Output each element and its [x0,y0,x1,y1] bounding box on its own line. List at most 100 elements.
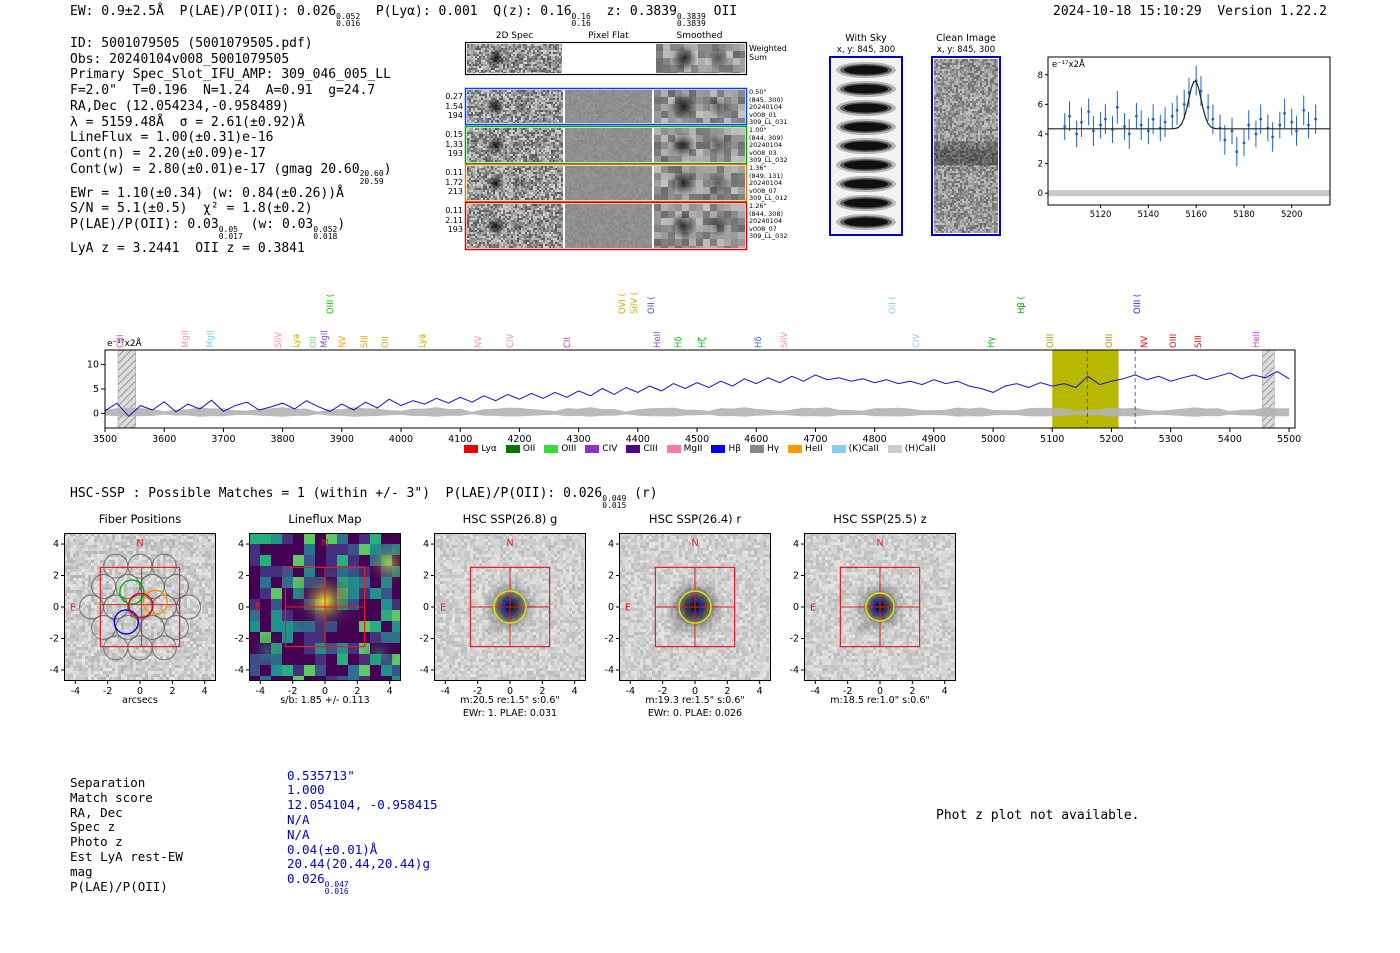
legend-label: Hβ [728,444,741,454]
fiber-info-label: 1.26" (844, 308) 20240104 v008_07 309_LL_032 [749,203,797,241]
data-point [1063,125,1066,128]
text-segment: λ = 5159.48Å σ = 2.61(±0.92)Å [70,115,305,130]
info-line: Obs: 20240104v008_5001079505 [70,52,392,68]
selected-fiber-circle [143,590,167,614]
fiber-circle [152,595,176,619]
text-segment: 12.054104, -0.958415 [287,797,438,812]
data-point [1259,118,1262,121]
legend-swatch [464,445,478,453]
fiber-weight-line: 194 [420,111,463,121]
inset-units-annotation: e⁻¹⁷x2Å [1052,58,1085,70]
info-line: Cont(w) = 2.80(±0.01)e-17 (gmag 20.60 20.… [70,162,392,186]
inset-x-tick-label: 5180 [1233,210,1255,220]
text-segment: 0.026 [287,871,325,886]
emission-line-label: OIII [1105,334,1115,348]
data-point [1231,130,1234,133]
panel-caption: m:19.3 re:1.5" s:0.6" [589,695,801,706]
stacked-value: 0.052 0.018 [313,226,337,242]
info-line: Primary Spec_Slot_IFU_AMP: 309_046_005_L… [70,67,392,83]
north-label: N [876,538,883,549]
emission-line-label: CII [563,337,573,348]
panel-caption-2: EWr: 1. PLAE: 0.031 [404,708,616,719]
data-point [1223,138,1226,141]
text-segment: 20.44(20.44,20.44)g [287,856,430,871]
info-line: P(LAE)/P(OII): 0.03 0.05 0.017 (w: 0.03 0.0… [70,217,392,241]
panel-y-tick-label: -4 [50,665,59,676]
emission-line-label: Hδ [674,336,684,348]
fiber-circle [104,636,128,660]
panel-y-tick-label: 0 [423,602,429,613]
text-segment: F=2.0" T=0.196 N=1.24 A=0.91 g=24.7 [70,83,375,98]
hsc-matches-line: HSC-SSP : Possible Matches = 1 (within +… [70,486,658,510]
fiber-row-border [466,165,747,202]
fiber-weight-line: 1.33 [420,140,463,150]
fiber-weight-line: 2.11 [420,216,463,226]
legend-item: CIII [626,444,657,454]
emission-line-label: MgII [320,330,330,348]
north-label: N [691,538,698,549]
text-segment: (r) [626,486,657,501]
emission-line-label: NV [338,336,348,348]
data-point [1271,136,1274,139]
inset-y-tick-label: 4 [1038,130,1043,140]
emission-line-label: CIV [912,334,922,348]
withsky-title: With Sky [828,33,904,44]
text-segment: z: 0.3839 [591,4,677,19]
info-line: S/N = 5.1(±0.5) χ² = 1.8(±0.2) [70,201,392,217]
match-field-value: 20.44(20.44,20.44)g [287,856,430,871]
legend-swatch [788,445,802,453]
spectrum-legend: Lyα OII OIII CIV CIII MgII Hβ Hγ HeII (K)CaII (H)C… [105,444,1295,454]
stacked-value: 0.16 0.16 [572,13,591,29]
stacked-bottom: 0.16 [572,20,591,28]
inset-x-tick-label: 5160 [1185,210,1207,220]
data-point [1075,133,1078,136]
panel-y-tick-label: 2 [238,571,244,582]
emission-line-label: SiIV ( [630,292,640,314]
legend-label: (H)CaII [905,444,936,454]
panel-border [65,534,216,681]
legend-label: Hγ [767,444,779,454]
data-point [1104,118,1107,121]
fiber-weight-line: 193 [420,225,463,235]
stacked-value: 0.3839 0.3839 [677,13,706,29]
spectrum-y-tick-label: 5 [93,384,99,395]
withsky-coords: x, y: 845, 300 [828,45,904,55]
legend-item: Lyα [464,444,496,454]
emission-line-label: SIII [1194,335,1204,348]
data-point [1068,115,1071,118]
legend-swatch [626,445,640,453]
text-segment: P(Lyα): 0.001 Q(z): 0.16 [360,4,571,19]
legend-label: HeII [805,444,823,454]
text-segment: HSC-SSP : Possible Matches = 1 (within +… [70,486,602,501]
emission-line-label: Hγ [987,337,997,348]
data-point [1116,106,1119,109]
info-line: ID: 5001079505 (5001079505.pdf) [70,36,392,52]
withsky-border [830,57,902,235]
fiber-weights-label: 0.15 1.33 193 [420,130,463,159]
panel-caption: s/b: 1.85 +/- 0.113 [219,695,431,706]
fiber-weight-line: 1.54 [420,102,463,112]
inset-x-tick-label: 5200 [1281,210,1303,220]
stacked-value: 0.049 0.015 [602,495,626,511]
east-label: E [440,603,446,614]
emission-line-label: HeII [653,331,663,348]
match-field-value: 0.535713" [287,768,355,783]
legend-swatch [832,445,846,453]
info-line: λ = 5159.48Å σ = 2.61(±0.92)Å [70,115,392,131]
panel-y-tick-label: -2 [235,633,244,644]
data-point [1235,150,1238,153]
data-point [1135,115,1138,118]
text-segment: RA,Dec (12.054234,-0.958489) [70,99,289,114]
data-point [1092,130,1095,133]
inset-zero-band [1048,190,1330,196]
data-point [1147,130,1150,133]
legend-item: Hγ [750,444,779,454]
match-field-label: Spec z [70,819,115,834]
noise-band [105,407,1289,417]
source-info-block: ID: 5001079505 (5001079505.pdf) Obs: 2024… [70,36,392,257]
fiber-weight-line: 1.72 [420,178,463,188]
legend-swatch [888,445,902,453]
emission-line-label: Hβ ( [1017,296,1027,314]
data-point [1314,118,1317,121]
data-point [1243,141,1246,144]
